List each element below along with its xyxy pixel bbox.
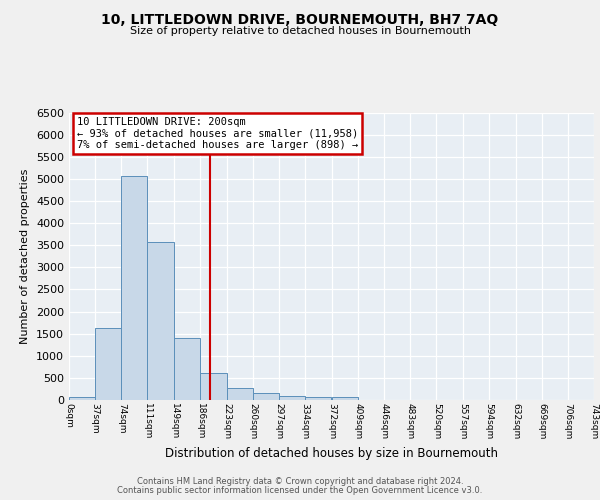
Bar (69, 396, 95, 400)
Bar (200, 374, 227, 400)
Bar (332, 396, 358, 400)
Bar (253, 394, 279, 400)
Bar (121, 176, 148, 400)
X-axis label: Distribution of detached houses by size in Bournemouth: Distribution of detached houses by size … (165, 448, 498, 460)
Bar (279, 396, 305, 400)
Text: Size of property relative to detached houses in Bournemouth: Size of property relative to detached ho… (130, 26, 470, 36)
Text: 10 LITTLEDOWN DRIVE: 200sqm
← 93% of detached houses are smaller (11,958)
7% of : 10 LITTLEDOWN DRIVE: 200sqm ← 93% of det… (77, 117, 358, 150)
Bar (305, 396, 331, 400)
Bar (148, 242, 173, 400)
Text: 10, LITTLEDOWN DRIVE, BOURNEMOUTH, BH7 7AQ: 10, LITTLEDOWN DRIVE, BOURNEMOUTH, BH7 7… (101, 12, 499, 26)
Bar (227, 388, 253, 400)
Text: Contains HM Land Registry data © Crown copyright and database right 2024.: Contains HM Land Registry data © Crown c… (137, 477, 463, 486)
Text: Contains public sector information licensed under the Open Government Licence v3: Contains public sector information licen… (118, 486, 482, 495)
Bar (174, 338, 200, 400)
Y-axis label: Number of detached properties: Number of detached properties (20, 168, 31, 344)
Bar (95, 328, 121, 400)
